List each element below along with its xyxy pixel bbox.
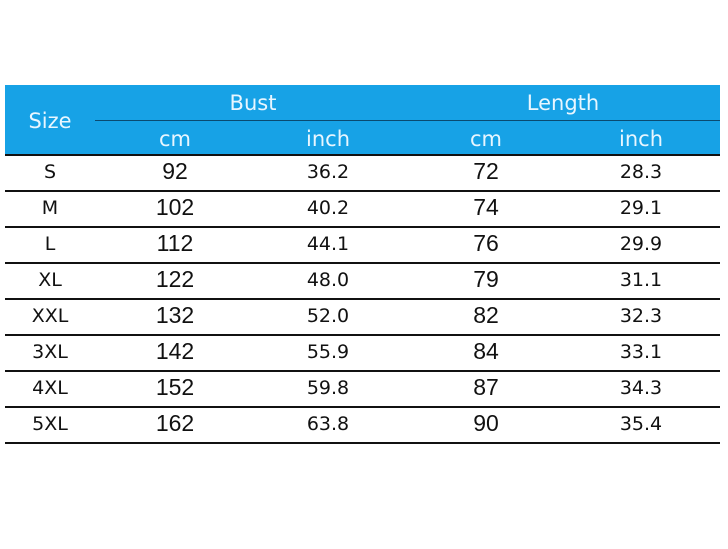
cell-bust-cm: 102 [155,194,195,220]
cell-bust-inch: 40.2 [306,197,350,219]
cell-length-cm: 74 [473,194,499,220]
cell-bust-cm: 142 [155,338,195,364]
cell-bust-cm: 92 [162,158,188,184]
cell-length-cm: 90 [473,410,499,436]
cell-length-cm: 84 [473,338,499,364]
cell-bust-cm: 152 [155,374,195,400]
cell-length-cm: 87 [473,374,499,400]
table-row: 5XL 162 63.8 90 35.4 [5,408,720,444]
table-row: S 92 36.2 72 28.3 [5,156,720,192]
header-size: Size [28,109,72,133]
cell-bust-cm: 122 [155,266,195,292]
cell-length-cm: 79 [473,266,499,292]
cell-bust-cm: 162 [155,410,195,436]
cell-bust-cm: 112 [156,230,194,256]
cell-length-cm: 72 [473,158,499,184]
cell-length-inch: 29.9 [619,233,663,255]
cell-length-inch: 29.1 [619,197,663,219]
header-length: Length [526,91,600,115]
cell-size: 4XL [32,377,68,399]
cell-size: S [43,161,57,183]
cell-bust-inch: 52.0 [306,305,350,327]
cell-length-inch: 31.1 [619,269,663,291]
header-divider [95,120,720,121]
table-header: Size Bust Length cm inch cm inch [5,85,720,156]
table-row: XL 122 48.0 79 31.1 [5,264,720,300]
header-bust-inch: inch [306,127,350,151]
size-chart-table: Size Bust Length cm inch cm inch S 92 36.2… [5,85,720,444]
cell-length-inch: 34.3 [619,377,663,399]
cell-bust-cm: 132 [155,302,195,328]
cell-bust-inch: 36.2 [306,161,350,183]
table-row: 4XL 152 59.8 87 34.3 [5,372,720,408]
cell-size: 3XL [32,341,68,363]
cell-size: 5XL [32,413,68,435]
table-row: L 112 44.1 76 29.9 [5,228,720,264]
cell-bust-inch: 48.0 [306,269,350,291]
cell-size: M [41,197,59,219]
header-length-inch: inch [619,127,663,151]
cell-length-cm: 76 [473,230,499,256]
cell-length-cm: 82 [473,302,499,328]
cell-size: XL [38,269,62,291]
cell-length-inch: 35.4 [619,413,663,435]
header-bust-cm: cm [158,127,192,151]
cell-length-inch: 28.3 [619,161,663,183]
table-row: 3XL 142 55.9 84 33.1 [5,336,720,372]
cell-bust-inch: 63.8 [306,413,350,435]
header-length-cm: cm [469,127,503,151]
cell-length-inch: 32.3 [619,305,663,327]
cell-length-inch: 33.1 [619,341,663,363]
cell-bust-inch: 44.1 [306,233,350,255]
cell-bust-inch: 55.9 [306,341,350,363]
header-bust: Bust [229,91,277,115]
table-row: XXL 132 52.0 82 32.3 [5,300,720,336]
cell-size: XXL [31,305,69,327]
cell-bust-inch: 59.8 [306,377,350,399]
cell-size: L [44,233,56,255]
table-row: M 102 40.2 74 29.1 [5,192,720,228]
table-body: S 92 36.2 72 28.3 M 102 40.2 74 29.1 L 112 44.1 76 29.… [5,156,720,444]
